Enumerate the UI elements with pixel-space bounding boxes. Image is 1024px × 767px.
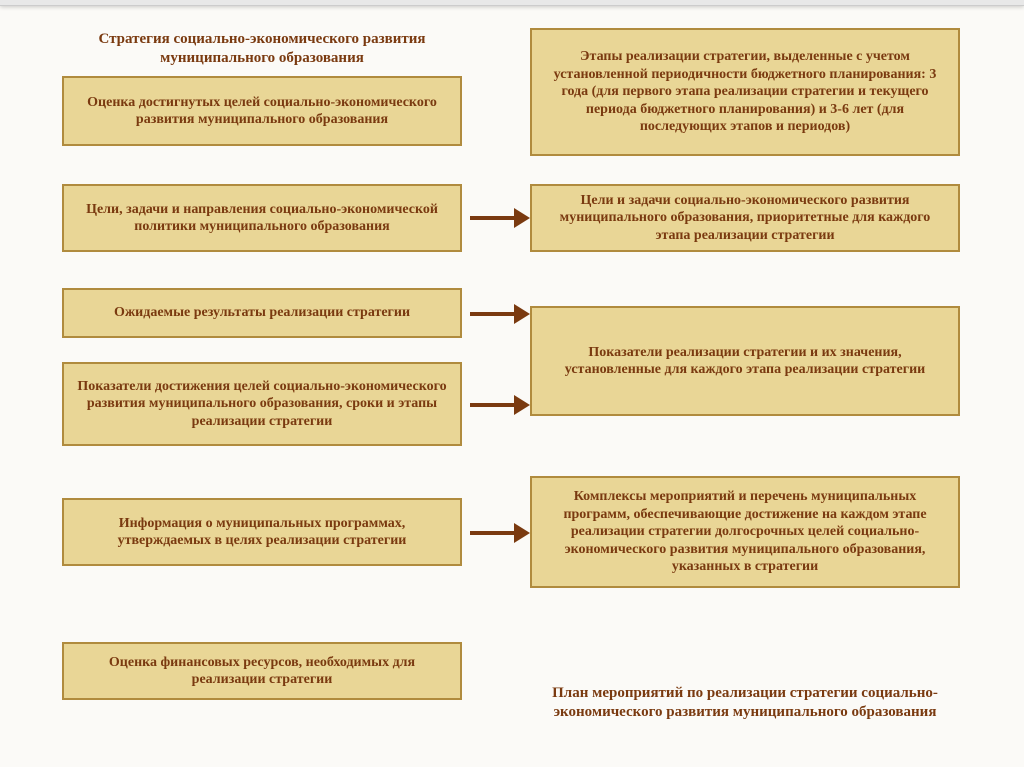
left-box-l5: Информация о муниципальных программах, у… xyxy=(62,498,462,566)
right-box-r2: Цели и задачи социально-экономического р… xyxy=(530,184,960,252)
arrow-l2 xyxy=(470,216,516,220)
arrow-l5 xyxy=(470,531,516,535)
left-column-heading: Стратегия социально-экономического разви… xyxy=(62,30,462,68)
right-box-r1: Этапы реализации стратегии, выделенные с… xyxy=(530,28,960,156)
left-box-l6: Оценка финансовых ресурсов, необходимых … xyxy=(62,642,462,700)
left-box-l2: Цели, задачи и направления социально-эко… xyxy=(62,184,462,252)
diagram-canvas: Стратегия социально-экономического разви… xyxy=(0,6,1024,767)
left-box-l1: Оценка достигнутых целей социально-эконо… xyxy=(62,76,462,146)
right-box-r3: Показатели реализации стратегии и их зна… xyxy=(530,306,960,416)
right-column-heading: План мероприятий по реализации стратегии… xyxy=(530,684,960,722)
left-box-l4: Показатели достижения целей социально-эк… xyxy=(62,362,462,446)
left-box-l3: Ожидаемые результаты реализации стратеги… xyxy=(62,288,462,338)
right-box-r4: Комплексы мероприятий и перечень муницип… xyxy=(530,476,960,588)
arrow-l4 xyxy=(470,403,516,407)
arrow-l3 xyxy=(470,312,516,316)
